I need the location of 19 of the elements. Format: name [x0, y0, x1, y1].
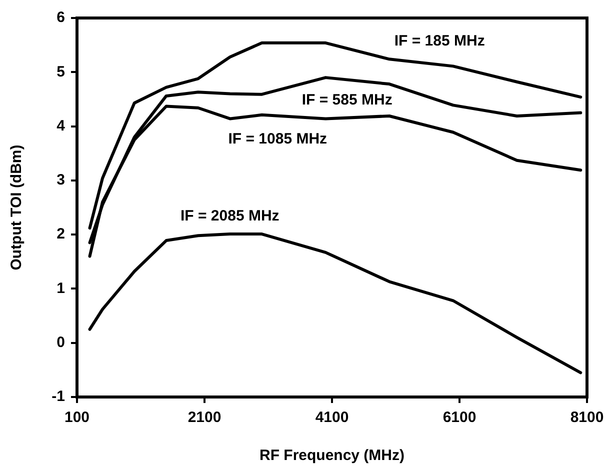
x-tick-label: 4100: [315, 409, 349, 426]
x-tick-label: 8100: [570, 409, 604, 426]
y-tick-label: 4: [56, 117, 66, 134]
x-tick-label: 100: [64, 409, 90, 426]
y-tick-label: 6: [56, 9, 65, 26]
series-label: IF = 585 MHz: [302, 91, 392, 108]
y-tick-label: -1: [52, 388, 65, 406]
y-axis-title: Output TOI (dBm): [8, 144, 26, 270]
series-label: IF = 2085 MHz: [180, 207, 280, 224]
series-label: IF = 1085 MHz: [228, 130, 328, 148]
y-tick-label: 0: [56, 334, 65, 351]
x-axis-title: RF Frequency (MHz): [259, 447, 405, 464]
y-tick-label: 3: [56, 172, 65, 189]
x-tick-label: 6100: [442, 409, 476, 426]
series-label: IF = 185 MHz: [394, 32, 485, 50]
y-tick-label: 5: [56, 63, 65, 80]
y-tick-label: 1: [56, 280, 65, 297]
x-tick-label: 2100: [188, 409, 222, 426]
y-tick-label: 2: [56, 226, 65, 243]
